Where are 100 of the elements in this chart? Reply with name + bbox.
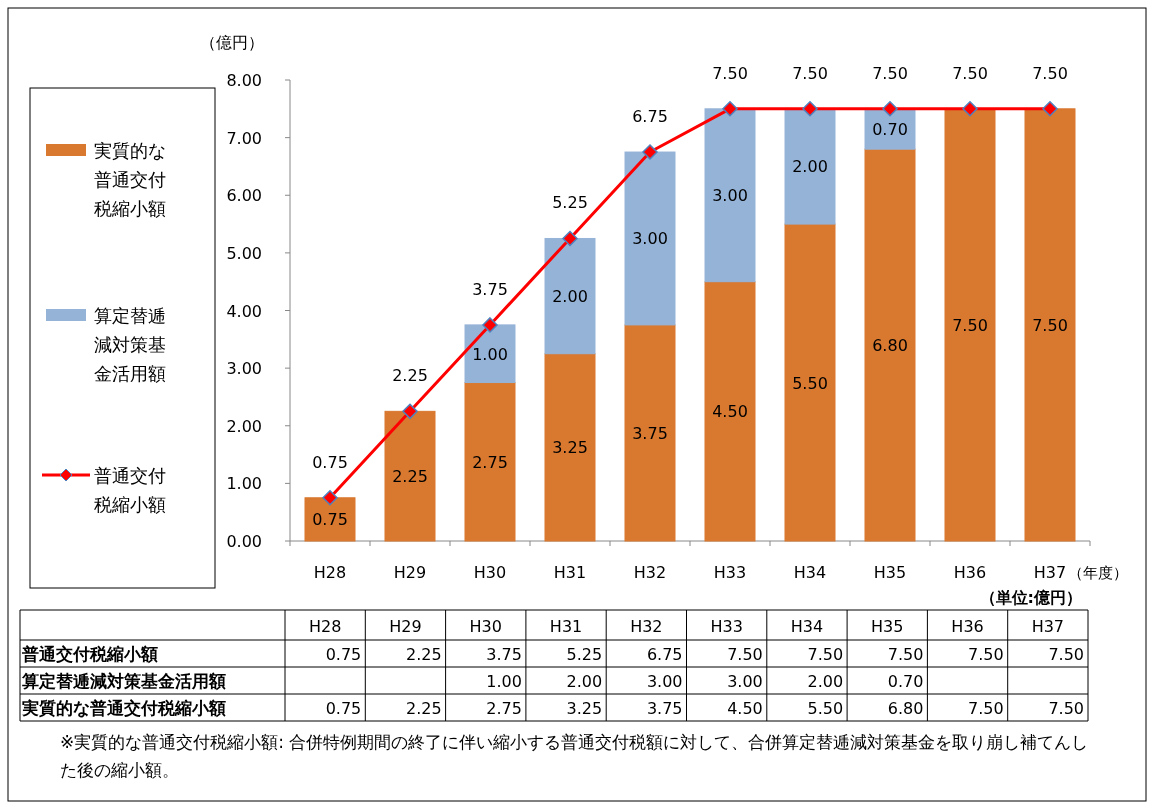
bar (304, 497, 356, 542)
text: 7.50 (792, 63, 828, 83)
text: 2.25 (392, 467, 428, 487)
category-label: H29 (389, 617, 422, 636)
text: 3.75 (632, 423, 668, 443)
data-label: 7.50 (1048, 645, 1084, 664)
text: 6.75 (632, 107, 668, 127)
bar (624, 151, 676, 326)
text: 7.50 (952, 63, 988, 83)
category-label: H37 (1031, 617, 1065, 636)
text: 6.80 (872, 336, 908, 356)
data-label: 0.70 (887, 672, 924, 691)
bar (464, 324, 516, 384)
x-tick-label: H35 (873, 563, 907, 582)
data-label: 5.25 (566, 645, 603, 664)
text: 7.50 (952, 315, 988, 335)
bar (784, 108, 836, 225)
bar (624, 324, 676, 542)
y-tick-label: 6.00 (226, 186, 262, 206)
point (562, 230, 578, 247)
data-label: 2.75 (486, 699, 522, 718)
data-label: 0.75 (325, 699, 362, 718)
point (962, 101, 978, 117)
text: 0.75 (312, 510, 348, 530)
x-tick-label: H31 (553, 563, 587, 582)
text: 3.00 (712, 186, 748, 206)
x-tick-label: H37 (1033, 563, 1067, 582)
bar (944, 108, 996, 542)
point (322, 490, 338, 506)
x-tick-label: H34 (793, 563, 827, 582)
data-label: 3.25 (566, 699, 603, 718)
bar (864, 148, 916, 542)
data-label: 7.50 (807, 645, 844, 664)
category-label: H31 (549, 617, 583, 636)
text: 0.70 (872, 119, 908, 139)
data-label: 2.25 (405, 645, 442, 664)
category-label: H33 (710, 617, 743, 636)
x-axis-title: （年度） (1068, 564, 1128, 582)
x-tick-label: H36 (953, 563, 987, 582)
data-label: 7.50 (1048, 699, 1084, 718)
data-label: 7.50 (727, 645, 763, 664)
bar (1024, 108, 1076, 542)
text: 3.75 (472, 279, 508, 299)
y-tick-label: 0.00 (226, 532, 262, 551)
text: 2.00 (552, 287, 588, 307)
category-label: H30 (469, 617, 502, 636)
data-label: 7.50 (968, 645, 1004, 664)
point (722, 101, 738, 117)
y-tick-label: 4.00 (226, 301, 262, 321)
bar (544, 237, 596, 355)
bar (384, 410, 436, 542)
data-label: 2.25 (405, 699, 442, 718)
data-label: 3.75 (646, 699, 683, 718)
x-tick-label: H33 (713, 563, 747, 582)
y-tick-label: 3.00 (226, 359, 262, 379)
data-label: 6.75 (646, 645, 683, 664)
bar (704, 108, 756, 283)
text: 3.25 (552, 438, 588, 458)
point (402, 403, 418, 420)
category-label: H34 (790, 617, 824, 636)
text: 7.50 (1032, 63, 1068, 83)
data-label: 3.00 (727, 672, 763, 691)
text: 3.00 (632, 229, 668, 249)
y-axis-title: （億円） (200, 33, 264, 52)
data-label: 4.50 (727, 699, 763, 718)
text: 2.75 (472, 452, 508, 472)
text: 7.50 (1032, 315, 1068, 335)
y-tick-label: 2.00 (226, 416, 262, 436)
category-label: H32 (630, 617, 663, 636)
point (882, 101, 898, 117)
x-tick-label: H29 (393, 563, 427, 582)
x-tick-label: H30 (473, 563, 507, 582)
text: ※実質的な普通交付税縮小額: 合併特例期間の終了に伴い縮小する普通交付税額に対して、合併算定替逓減対策基金を取り崩し補てんした後の縮小額。 (60, 731, 1090, 782)
data-label: 5.50 (807, 699, 844, 718)
data-label: 1.00 (486, 672, 522, 691)
y-tick-label: 7.00 (226, 128, 262, 148)
text: 算定替逓減対策基金活用額 (22, 671, 226, 691)
text: 実質的な普通交付税縮小額 (22, 698, 226, 718)
text: 2.25 (392, 366, 428, 386)
bar (544, 353, 596, 542)
y-tick-label: 1.00 (226, 474, 262, 494)
text: 2.00 (792, 157, 828, 177)
point (642, 144, 658, 160)
data-label: 0.75 (325, 645, 362, 664)
point (1042, 101, 1058, 117)
data-label: 6.80 (887, 699, 924, 718)
data-label: 7.50 (887, 645, 924, 664)
x-tick-label: H28 (313, 563, 347, 582)
data-label: 7.50 (968, 699, 1004, 718)
text: 1.00 (472, 344, 508, 364)
y-tick-label: 8.00 (226, 71, 262, 90)
text: 5.50 (792, 373, 828, 393)
x-tick-label: H32 (633, 563, 667, 582)
text: 普通交付税縮小額 (22, 644, 158, 664)
category-label: H36 (951, 617, 984, 636)
point (802, 101, 818, 117)
data-label: 3.00 (646, 672, 683, 691)
data-label: 3.75 (486, 645, 522, 664)
bar (464, 382, 516, 542)
text: 4.50 (712, 402, 748, 422)
